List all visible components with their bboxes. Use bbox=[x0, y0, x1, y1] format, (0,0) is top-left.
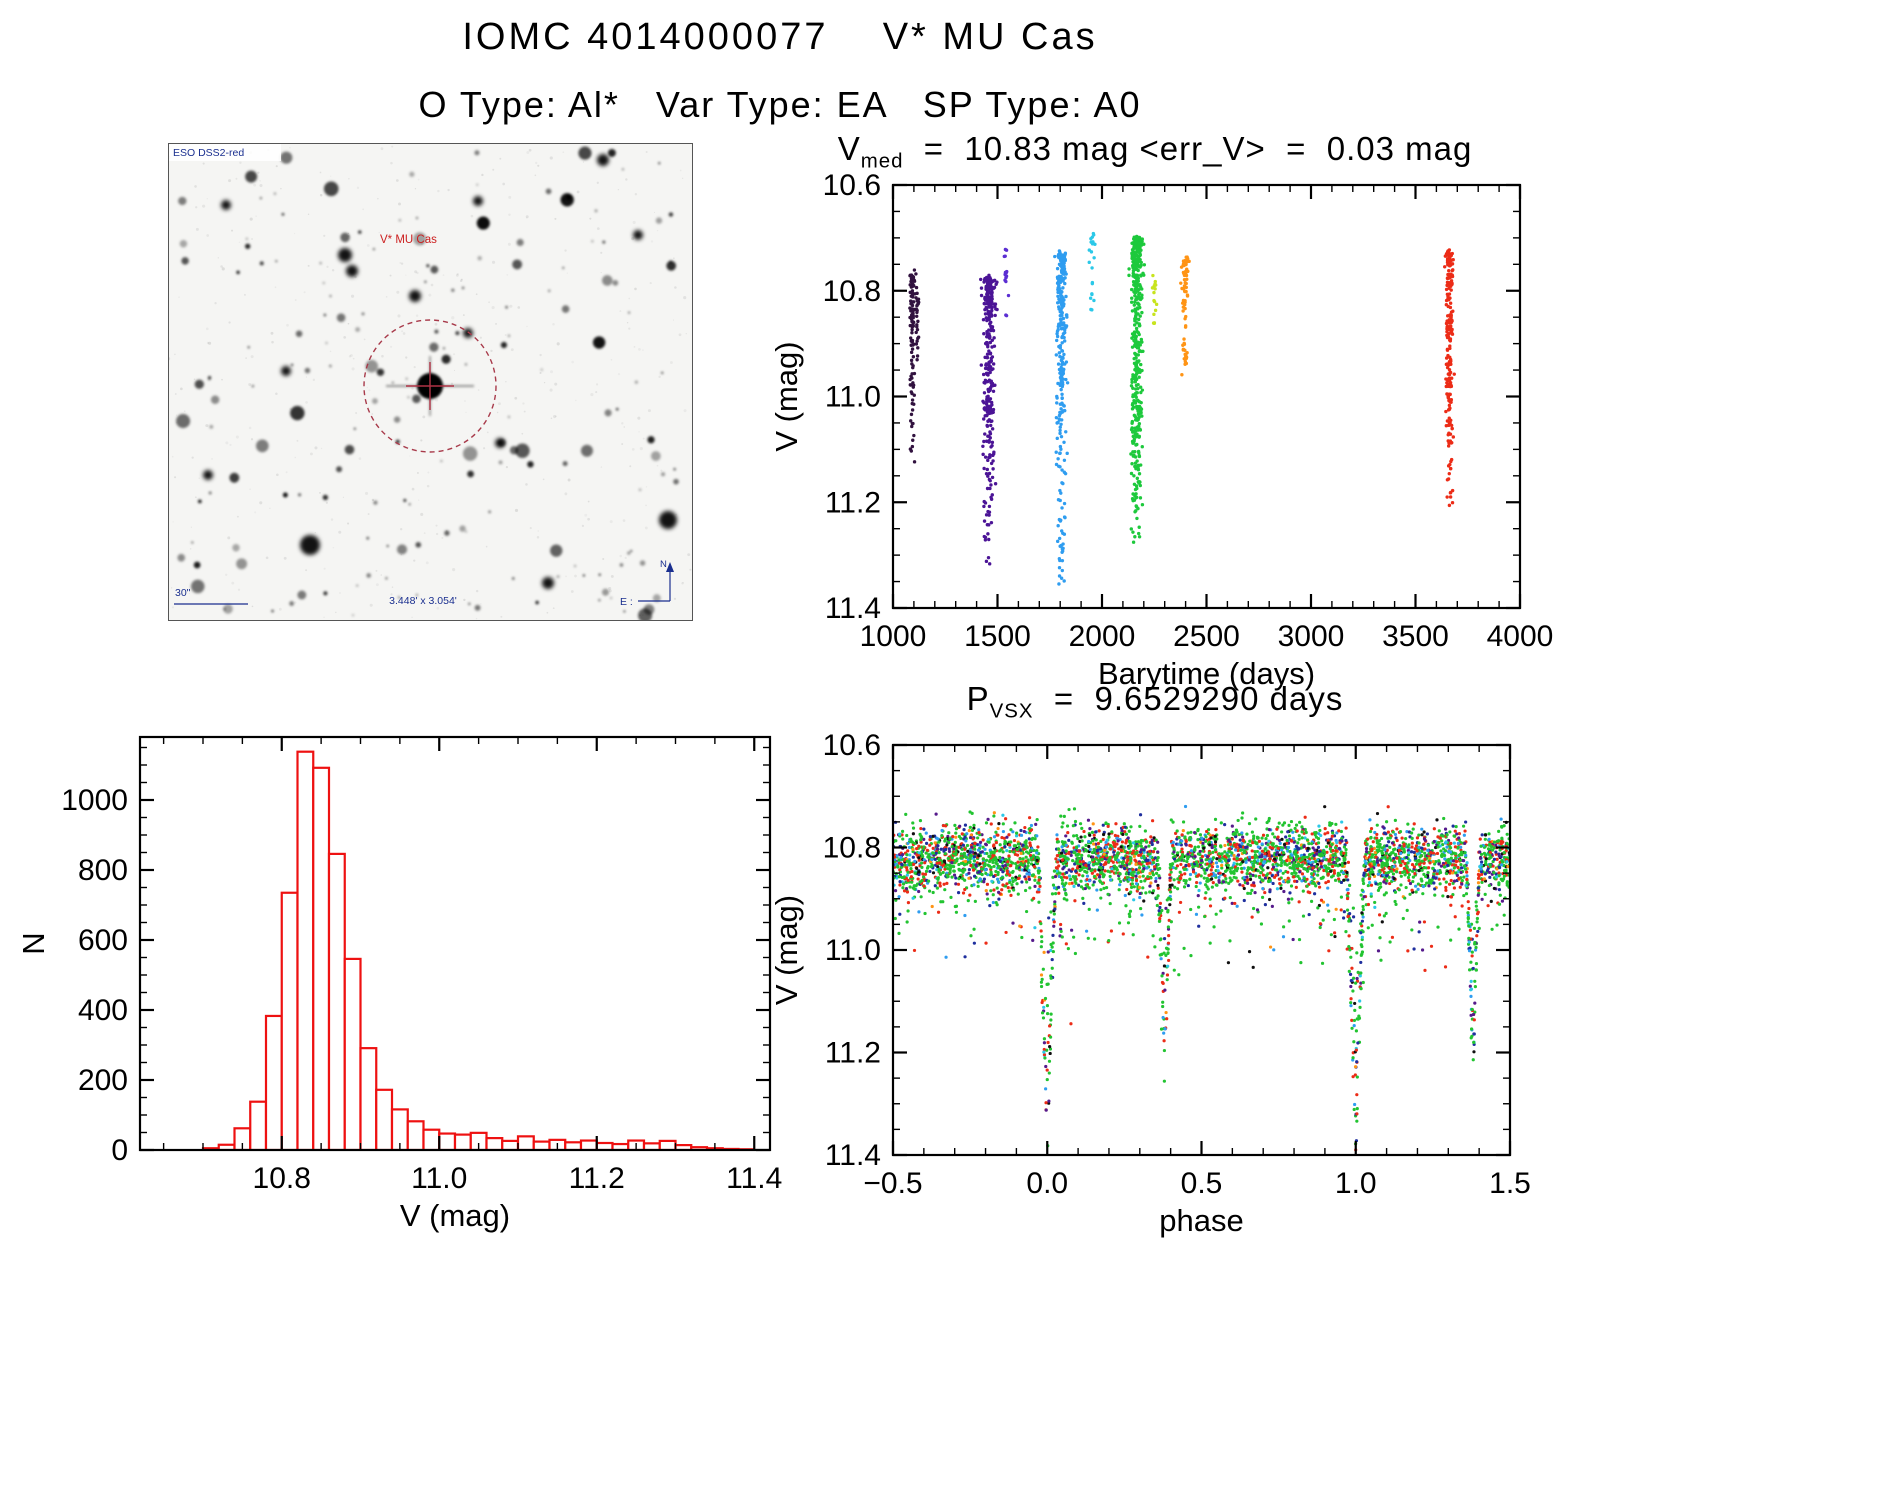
page-subtitle: O Type: Al* Var Type: EA SP Type: A0 bbox=[418, 84, 1142, 125]
vmed-value-text: = 10.83 mag <err_V> = 0.03 mag bbox=[903, 130, 1473, 167]
bright-stars bbox=[203, 154, 677, 589]
x-tick-label: 11.0 bbox=[411, 1162, 467, 1195]
north-arrowhead bbox=[666, 562, 674, 572]
y-axis-label: V (mag) bbox=[769, 341, 804, 451]
target-label: V* MU Cas bbox=[380, 234, 437, 246]
y-tick-label: 11.2 bbox=[825, 1037, 881, 1070]
x-tick-label: 1.5 bbox=[1489, 1167, 1531, 1200]
vmed-symbol: V bbox=[837, 130, 861, 167]
y-tick-label: 200 bbox=[78, 1064, 128, 1097]
background-noise bbox=[168, 145, 692, 620]
starfield-image: ESO DSS2-red V* MU Cas 30" 3.448' x 3.054' E… bbox=[168, 143, 693, 621]
phase-folded-lightcurve-plot: −0.5 0.0 0.5 1.0 1.5 10.6 10.8 11.0 11.2 11.4 phas… bbox=[769, 729, 1531, 1238]
y-tick-label: 0 bbox=[111, 1134, 128, 1167]
phase-plot-title: PVSX = 9.6529290 days bbox=[760, 680, 1550, 724]
x-tick-label: 11.4 bbox=[726, 1162, 782, 1195]
x-tick-label: 0.5 bbox=[1181, 1167, 1223, 1200]
y-tick-label: 10.8 bbox=[823, 832, 881, 865]
data-points bbox=[893, 804, 1510, 1152]
scale-label: 30" bbox=[175, 587, 191, 599]
vmed-subscript: med bbox=[860, 149, 904, 173]
axes: 1000 1500 2000 2500 3000 3500 4000 10.6 10.8 11.0… bbox=[769, 169, 1553, 691]
east-label: E : bbox=[620, 596, 633, 608]
fov-label: 3.448' x 3.054' bbox=[389, 595, 457, 607]
y-tick-label: 11.2 bbox=[825, 486, 881, 519]
x-tick-label: 4000 bbox=[1487, 620, 1554, 653]
y-axis-label: N bbox=[20, 932, 51, 954]
y-tick-label: 400 bbox=[78, 994, 128, 1027]
x-axis-label: V (mag) bbox=[400, 1198, 510, 1233]
x-tick-label: 10.8 bbox=[253, 1162, 311, 1195]
data-points bbox=[908, 231, 1456, 586]
x-tick-label: 3000 bbox=[1278, 620, 1345, 653]
x-tick-label: 11.2 bbox=[569, 1162, 625, 1195]
x-tick-label: 1500 bbox=[964, 620, 1031, 653]
x-tick-label: 1.0 bbox=[1335, 1167, 1377, 1200]
barytime-lightcurve-plot: 1000 1500 2000 2500 3000 3500 4000 10.6 10.8 11.0… bbox=[769, 169, 1553, 691]
survey-label: ESO DSS2-red bbox=[173, 147, 244, 159]
axes: −0.5 0.0 0.5 1.0 1.5 10.6 10.8 11.0 11.2 11.4 phas… bbox=[769, 729, 1531, 1238]
x-axis-label: Barytime (days) bbox=[1098, 656, 1315, 691]
period-value-text: = 9.6529290 days bbox=[1033, 680, 1344, 717]
period-subscript: VSX bbox=[989, 699, 1034, 723]
x-axis-label: phase bbox=[1159, 1203, 1243, 1238]
x-tick-label: 2500 bbox=[1173, 620, 1240, 653]
v-magnitude-histogram: 10.8 11.0 11.2 11.4 0 200 400 600 800 1000 V (mag)… bbox=[20, 735, 782, 1233]
x-tick-label: 1000 bbox=[860, 620, 927, 653]
y-tick-label: 11.0 bbox=[825, 934, 881, 967]
image-border bbox=[168, 143, 693, 621]
histogram-bars bbox=[201, 750, 756, 1150]
aperture-circle bbox=[363, 319, 497, 453]
y-tick-label: 1000 bbox=[61, 784, 128, 817]
x-tick-label: 2000 bbox=[1069, 620, 1136, 653]
x-tick-label: 0.0 bbox=[1026, 1167, 1068, 1200]
y-tick-label: 600 bbox=[78, 924, 128, 957]
period-symbol: P bbox=[966, 680, 990, 717]
x-tick-label: −0.5 bbox=[863, 1167, 922, 1200]
y-tick-label: 10.6 bbox=[823, 169, 881, 202]
north-label: N bbox=[660, 559, 667, 570]
y-tick-label: 10.6 bbox=[823, 729, 881, 762]
barytime-plot-title: Vmed = 10.83 mag <err_V> = 0.03 mag bbox=[760, 130, 1550, 174]
y-tick-label: 800 bbox=[78, 854, 128, 887]
y-tick-label: 11.4 bbox=[825, 1139, 881, 1172]
y-axis-label: V (mag) bbox=[769, 895, 804, 1005]
field-stars bbox=[176, 146, 679, 621]
page-title: IOMC 4014000077 V* MU Cas bbox=[462, 16, 1098, 58]
y-tick-label: 11.4 bbox=[825, 592, 881, 625]
x-tick-label: 3500 bbox=[1382, 620, 1449, 653]
y-tick-label: 10.8 bbox=[823, 275, 881, 308]
axes: 10.8 11.0 11.2 11.4 0 200 400 600 800 1000 V (mag)… bbox=[20, 735, 782, 1233]
y-tick-label: 11.0 bbox=[825, 381, 881, 414]
